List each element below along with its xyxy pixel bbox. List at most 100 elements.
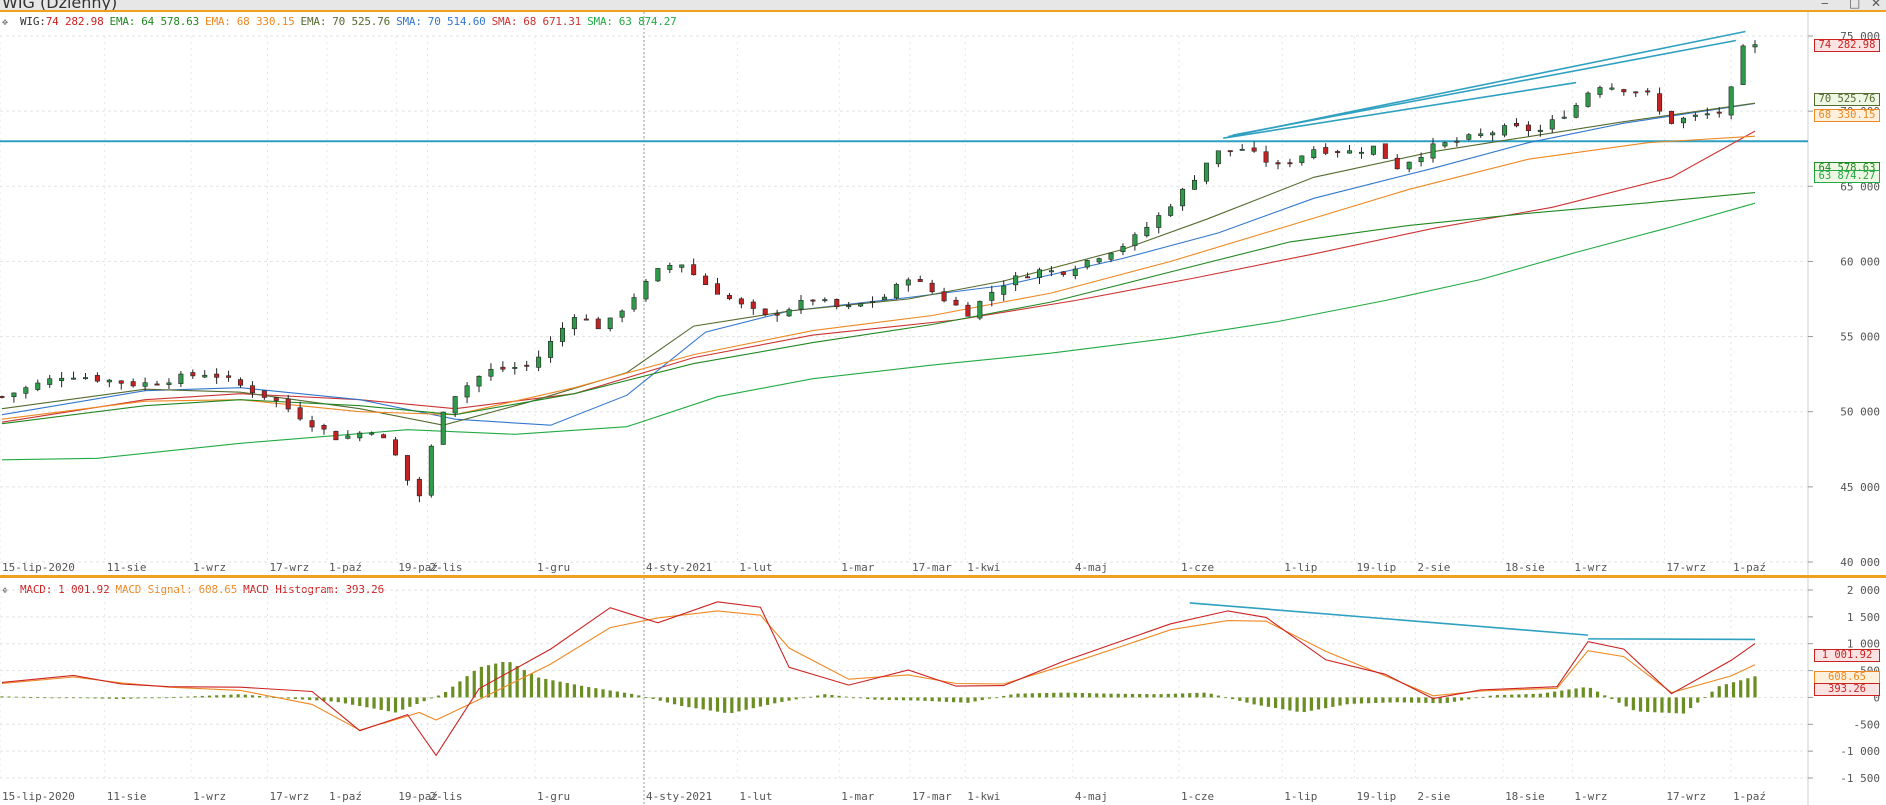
- histogram-bar: [1066, 692, 1070, 698]
- histogram-bar: [1524, 694, 1528, 698]
- x-axis-label: 1-mar: [841, 790, 874, 803]
- candle-up: [548, 340, 554, 358]
- histogram-bar: [215, 695, 219, 698]
- histogram-bar: [1309, 697, 1313, 711]
- x-axis-label: 19-paź: [398, 561, 438, 574]
- histogram-bar: [458, 681, 462, 698]
- histogram-bar: [508, 662, 512, 698]
- histogram-bar: [572, 684, 577, 698]
- histogram-bar: [615, 691, 619, 698]
- histogram-bar: [1538, 693, 1542, 698]
- legend-value: 70 514.60: [427, 15, 486, 28]
- histogram-bar: [1417, 697, 1421, 703]
- candle-up: [1490, 132, 1496, 136]
- histogram-bar: [1710, 691, 1714, 698]
- histogram-bar: [1316, 697, 1321, 710]
- candle-down: [321, 425, 327, 430]
- candle-down: [834, 298, 840, 307]
- histogram-bar: [515, 666, 519, 698]
- candle-up: [1132, 234, 1138, 246]
- histogram-bar: [365, 697, 369, 708]
- candle-down: [1287, 162, 1293, 165]
- candle-up: [667, 265, 673, 270]
- price-axis-label: 40 000: [1840, 556, 1880, 569]
- histogram-bar: [64, 697, 68, 699]
- histogram-bar: [1073, 692, 1077, 698]
- histogram-bar: [601, 689, 605, 698]
- candle-up: [1215, 150, 1221, 165]
- histogram-bar: [1746, 678, 1750, 698]
- legend-value: 68 671.31: [523, 15, 582, 28]
- x-axis-label: 4-sty-2021: [646, 561, 712, 574]
- candle-up: [989, 291, 995, 301]
- histogram-bar: [551, 680, 555, 698]
- histogram-bar: [780, 697, 784, 702]
- candle-up: [1144, 226, 1150, 237]
- candle-down: [917, 279, 923, 282]
- candle-down: [1335, 151, 1341, 153]
- price-axis-label: 55 000: [1840, 331, 1880, 344]
- candle-up: [619, 310, 625, 318]
- histogram-bar: [336, 697, 340, 703]
- histogram-bar: [973, 697, 977, 702]
- histogram-bar: [1202, 692, 1206, 698]
- x-axis-label: 1-gru: [537, 561, 570, 574]
- histogram-bar: [622, 692, 627, 698]
- candle-down: [297, 407, 303, 420]
- candle-down: [416, 478, 422, 497]
- candle-up: [1418, 156, 1424, 163]
- histogram-bar: [1610, 697, 1614, 700]
- restore-icon[interactable]: □: [1849, 0, 1861, 10]
- pane-divider[interactable]: [0, 575, 1886, 578]
- candle-down: [583, 318, 589, 321]
- histogram-bar: [537, 677, 541, 698]
- histogram-bar: [136, 697, 140, 699]
- move-handle-icon[interactable]: ✥: [2, 585, 8, 596]
- histogram-bar: [1424, 697, 1428, 703]
- candle-down: [381, 434, 387, 439]
- candle-up: [1013, 275, 1019, 286]
- histogram-bar: [823, 694, 827, 698]
- candle-up: [1704, 113, 1710, 116]
- legend-label: EMA:: [205, 15, 231, 28]
- histogram-bar: [866, 697, 870, 700]
- histogram-bar: [229, 694, 233, 698]
- minimize-icon[interactable]: ‒: [1821, 0, 1829, 10]
- histogram-bar: [1502, 694, 1507, 698]
- histogram-bar: [501, 661, 505, 698]
- histogram-bar: [1209, 693, 1213, 698]
- histogram-bar: [1052, 692, 1056, 698]
- histogram-bar: [1295, 697, 1299, 712]
- move-handle-icon[interactable]: ✥: [2, 17, 8, 28]
- candle-down: [393, 439, 399, 456]
- histogram-bar: [909, 697, 913, 701]
- histogram-bar: [765, 697, 770, 705]
- histogram-bar: [579, 685, 584, 698]
- histogram-bar: [715, 697, 720, 712]
- candle-up: [1084, 260, 1090, 268]
- candle-down: [500, 366, 506, 370]
- candle-down: [1716, 111, 1722, 114]
- histogram-bar: [429, 697, 433, 699]
- histogram-bar: [243, 694, 247, 698]
- x-axis-label: 1-wrz: [193, 561, 226, 574]
- candle-up: [798, 300, 804, 310]
- histogram-bar: [1560, 690, 1564, 698]
- trendline: [1223, 81, 1577, 139]
- histogram-bar: [1145, 694, 1149, 698]
- price-value-badge: 63 874.27: [1814, 170, 1880, 183]
- close-icon[interactable]: ✕: [1871, 0, 1882, 10]
- candle-down: [595, 318, 601, 330]
- candle-down: [249, 385, 255, 394]
- x-axis-label: 1-lut: [739, 790, 772, 803]
- candle-down: [190, 372, 196, 377]
- moving-average-line: [1, 102, 1756, 426]
- candle-down: [1621, 89, 1627, 93]
- histogram-bar: [1588, 687, 1593, 698]
- candle-up: [1561, 116, 1567, 119]
- histogram-bar: [1739, 680, 1743, 698]
- histogram-bar: [122, 697, 126, 699]
- histogram-bar: [730, 697, 734, 714]
